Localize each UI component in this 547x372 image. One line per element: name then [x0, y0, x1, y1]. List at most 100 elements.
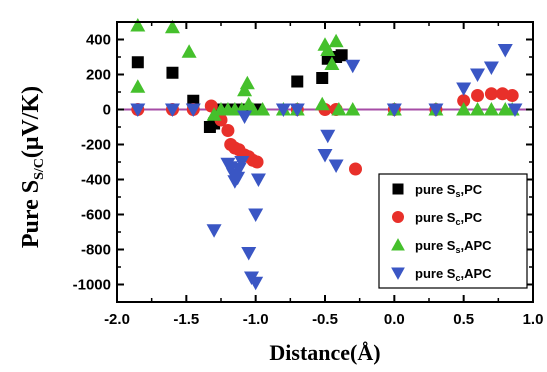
data-points: [130, 18, 523, 291]
data-point-pure-s-c-apc: [185, 103, 201, 117]
data-point-pure-s-s-apc: [324, 56, 340, 70]
series-pure-s-c-apc: [130, 44, 523, 291]
data-point-pure-s-s-apc: [314, 96, 330, 111]
data-point-pure-s-c-apc: [164, 103, 180, 117]
data-point-pure-s-s-apc: [164, 19, 180, 34]
data-point-pure-s-s-pc: [291, 75, 304, 88]
data-point-pure-s-c-apc: [234, 156, 250, 170]
data-point-pure-s-c-apc: [428, 103, 444, 117]
y-axis-title: Pure SS/C(μV/K): [18, 86, 47, 248]
x-tick-label: 0.5: [453, 311, 474, 328]
legend-marker: [392, 183, 404, 195]
data-point-pure-s-s-apc: [470, 102, 486, 116]
data-point-pure-s-c-apc: [456, 82, 472, 96]
y-axis-title-sub: S/C: [32, 158, 47, 180]
data-point-pure-s-c-pc: [349, 162, 363, 176]
legend-label: pure Ss,PC: [415, 182, 483, 199]
legend-label-main: pure S: [415, 238, 456, 253]
legend-label-main: pure S: [415, 266, 456, 281]
axis-titles: Distance(Å) Pure SS/C(μV/K): [18, 86, 381, 365]
data-point-pure-s-s-apc: [456, 102, 472, 116]
x-tick-label: -2.0: [104, 311, 130, 328]
data-point-pure-s-s-pc: [166, 66, 179, 79]
data-point-pure-s-c-apc: [470, 68, 486, 82]
legend-label-sub: c: [455, 273, 460, 283]
data-point-pure-s-c-pc: [471, 89, 485, 102]
data-point-pure-s-c-apc: [248, 208, 264, 222]
data-point-pure-s-s-apc: [130, 79, 146, 93]
data-point-pure-s-c-apc: [237, 110, 253, 124]
data-point-pure-s-s-apc: [239, 75, 255, 90]
legend-entry: pure Sc,PC: [392, 210, 483, 227]
y-tick-label: -1000: [73, 277, 111, 294]
legend-label: pure Sc,PC: [415, 210, 483, 227]
data-point-pure-s-s-apc: [237, 82, 253, 97]
data-point-pure-s-s-apc: [181, 44, 197, 58]
data-point-pure-s-c-apc: [130, 103, 146, 117]
data-point-pure-s-c-apc: [275, 103, 291, 117]
data-point-pure-s-c-pc: [505, 89, 519, 102]
legend-label-main: pure S: [415, 210, 456, 225]
data-point-pure-s-c-apc: [483, 61, 499, 75]
y-tick-label: -400: [81, 172, 111, 189]
legend-label-sub: s: [455, 245, 460, 255]
data-point-pure-s-c-pc: [221, 124, 235, 137]
legend-label-sub: c: [455, 217, 460, 227]
data-point-pure-s-c-apc: [248, 276, 264, 291]
legend-label-suffix: ,PC: [460, 210, 482, 225]
data-point-pure-s-c-apc: [320, 129, 336, 144]
data-point-pure-s-c-apc: [328, 159, 344, 173]
legend-label-sub: s: [455, 189, 460, 199]
y-axis-title-unit: (μV/K): [18, 86, 44, 158]
data-point-pure-s-s-apc: [328, 33, 344, 48]
x-tick-label: 1.0: [523, 311, 544, 328]
x-tick-label: 0.0: [384, 311, 405, 328]
x-tick-label: -1.5: [173, 311, 199, 328]
data-point-pure-s-s-apc: [331, 102, 347, 116]
data-point-pure-s-c-apc: [289, 103, 305, 117]
y-axis-title-main: Pure S: [18, 180, 44, 248]
y-tick-label: 400: [86, 32, 111, 49]
legend-marker: [391, 238, 405, 251]
legend-entry: pure Ss,APC: [391, 238, 492, 255]
data-point-pure-s-c-apc: [230, 171, 246, 186]
x-tick-label: -0.5: [312, 311, 338, 328]
data-point-pure-s-c-pc: [457, 94, 471, 108]
data-point-pure-s-s-pc: [335, 49, 348, 62]
data-point-pure-s-c-apc: [250, 173, 266, 187]
data-point-pure-s-c-pc: [484, 87, 498, 101]
data-point-pure-s-c-pc: [250, 155, 264, 169]
legend-label: pure Ss,APC: [415, 238, 492, 255]
data-point-pure-s-s-apc: [345, 102, 361, 116]
data-point-pure-s-c-apc: [241, 247, 257, 261]
data-point-pure-s-s-pc: [316, 72, 329, 84]
series-pure-s-s-pc: [131, 49, 348, 133]
y-tick-label: -200: [81, 137, 111, 154]
data-point-pure-s-s-pc: [131, 56, 144, 69]
legend-label-suffix: ,APC: [460, 266, 492, 281]
axes: -2.0 -1.5 -1.0 -0.5 0.0 0.5 1.0 -1000 -800 -600 -4…: [73, 21, 544, 328]
legend-entry: pure Ss,PC: [392, 182, 483, 199]
legend-entry: pure Sc,APC: [391, 266, 492, 283]
data-point-pure-s-c-apc: [206, 224, 222, 238]
y-tick-label: 0: [103, 102, 111, 119]
legend-label-suffix: ,APC: [460, 238, 492, 253]
data-point-pure-s-c-pc: [495, 87, 509, 101]
y-tick-label: 200: [86, 67, 111, 84]
data-point-pure-s-c-apc: [386, 103, 402, 117]
x-axis-title: Distance(Å): [269, 340, 380, 365]
y-tick-label: -600: [81, 207, 111, 224]
legend-marker: [392, 211, 404, 223]
legend-label: pure Sc,APC: [415, 266, 492, 283]
data-point-pure-s-s-apc: [320, 42, 336, 56]
legend-label-main: pure S: [415, 182, 456, 197]
data-point-pure-s-s-apc: [483, 102, 499, 116]
data-point-pure-s-c-apc: [345, 59, 361, 74]
y-tick-label: -800: [81, 242, 111, 259]
data-point-pure-s-s-apc: [130, 18, 146, 32]
data-point-pure-s-s-apc: [255, 102, 271, 116]
data-point-pure-s-c-apc: [507, 103, 523, 117]
data-point-pure-s-s-apc: [206, 107, 222, 121]
